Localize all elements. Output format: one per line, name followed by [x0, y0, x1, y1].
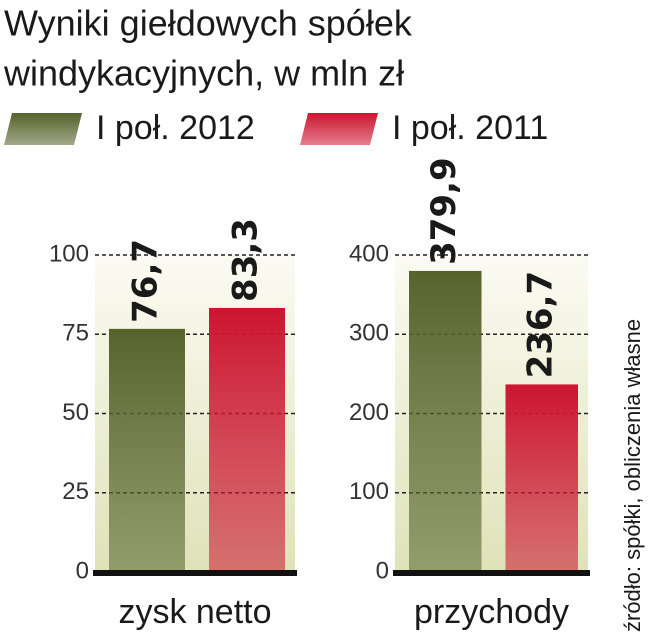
bar: [505, 384, 578, 572]
title-line: windykacyjnych, w mln zł: [3, 53, 404, 94]
y-tick-label: 200: [349, 399, 389, 426]
y-tick-label: 75: [62, 320, 89, 347]
x-axis: [393, 570, 590, 576]
legend-label: I poł. 2012: [96, 109, 255, 147]
bar: [209, 307, 285, 572]
title-line: Wyniki giełdowych spółek: [4, 3, 413, 44]
value-label: 379,9: [424, 157, 464, 265]
legend-swatch: [300, 113, 378, 145]
x-axis: [93, 570, 297, 576]
y-tick-label: 400: [349, 240, 389, 267]
y-tick-label: 50: [62, 399, 89, 426]
y-tick-label: 100: [49, 240, 89, 267]
x-axis-label: zysk netto: [118, 593, 271, 631]
y-tick-label: 25: [62, 478, 89, 505]
bar: [109, 328, 185, 572]
value-label: 83,3: [226, 218, 266, 302]
x-axis-label: przychody: [414, 593, 569, 631]
y-tick-label: 300: [349, 320, 389, 347]
y-tick-label: 100: [349, 478, 389, 505]
source: źródło: spółki, obliczenia własne: [620, 319, 645, 632]
bar: [409, 270, 482, 572]
legend-label: I poł. 2011: [392, 109, 548, 147]
legend-swatch: [4, 113, 82, 145]
value-label: 76,7: [126, 239, 166, 323]
y-tick-label: 0: [376, 557, 389, 584]
y-tick-label: 0: [76, 557, 89, 584]
value-label: 236,7: [520, 271, 560, 379]
